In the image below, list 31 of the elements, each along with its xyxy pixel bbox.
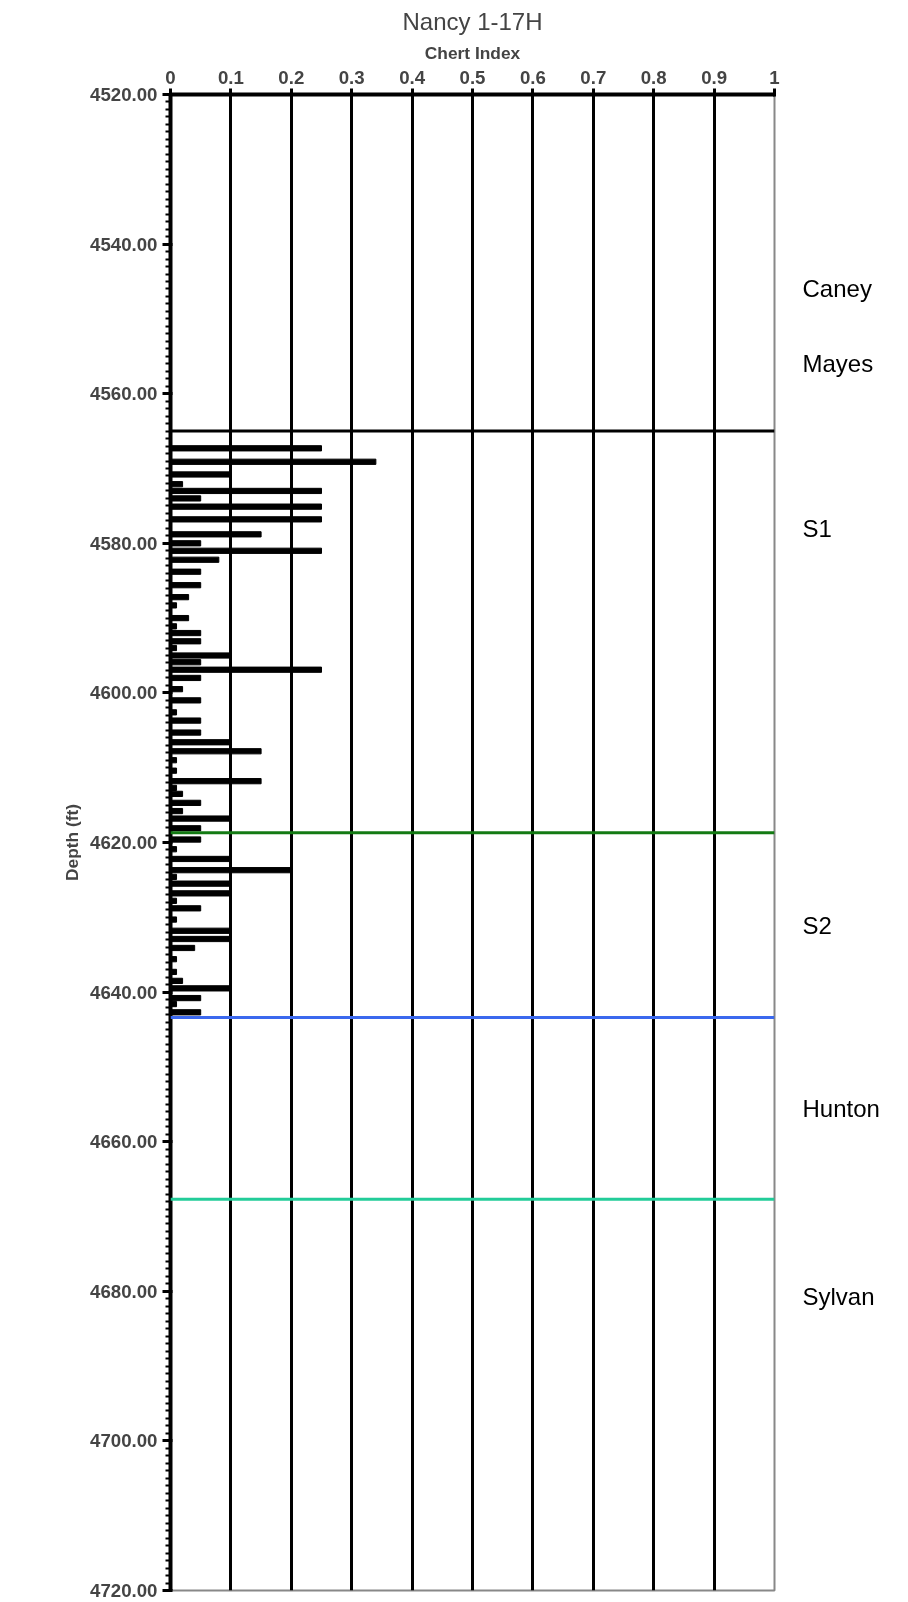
x-tick-label: 0.7: [580, 66, 607, 88]
text: Hunton: [802, 1094, 880, 1122]
text: S1: [802, 514, 832, 542]
y-axis-title: Depth (ft): [62, 803, 83, 881]
x-tick-label: 0.5: [459, 66, 486, 88]
y-tick-label: 4680.00: [90, 1280, 158, 1302]
text: Mayes: [802, 350, 874, 378]
y-tick-label: 4520.00: [90, 84, 158, 105]
x-tick-label: 0: [165, 66, 176, 88]
y-tick-label: 4660.00: [90, 1131, 158, 1153]
y-tick-label: 4640.00: [90, 981, 158, 1003]
y-tick-label: 4600.00: [90, 682, 158, 704]
chart-title: Nancy 1-17H: [402, 7, 543, 35]
x-tick-label: 0.1: [217, 66, 244, 88]
x-axis-title: Chert Index: [424, 42, 521, 63]
text: Caney: [802, 275, 872, 303]
y-tick-label: 4700.00: [90, 1430, 158, 1452]
x-tick-label: 0.6: [519, 66, 546, 88]
y-tick-label: 4620.00: [90, 832, 158, 853]
y-tick-label: 4580.00: [90, 532, 158, 554]
text: S2: [802, 911, 832, 939]
y-tick-label: 4540.00: [90, 233, 158, 255]
x-tick-label: 0.8: [640, 66, 667, 88]
x-tick-label: 0.4: [399, 66, 426, 88]
x-tick-label: 0.3: [338, 66, 365, 88]
x-tick-label: 1: [769, 66, 780, 88]
y-tick-label: 4560.00: [90, 383, 158, 405]
text: Sylvan: [802, 1283, 875, 1311]
x-tick-label: 0.9: [701, 66, 728, 88]
x-tick-label: 0.2: [278, 66, 305, 88]
y-tick-label: 4720.00: [90, 1580, 158, 1601]
